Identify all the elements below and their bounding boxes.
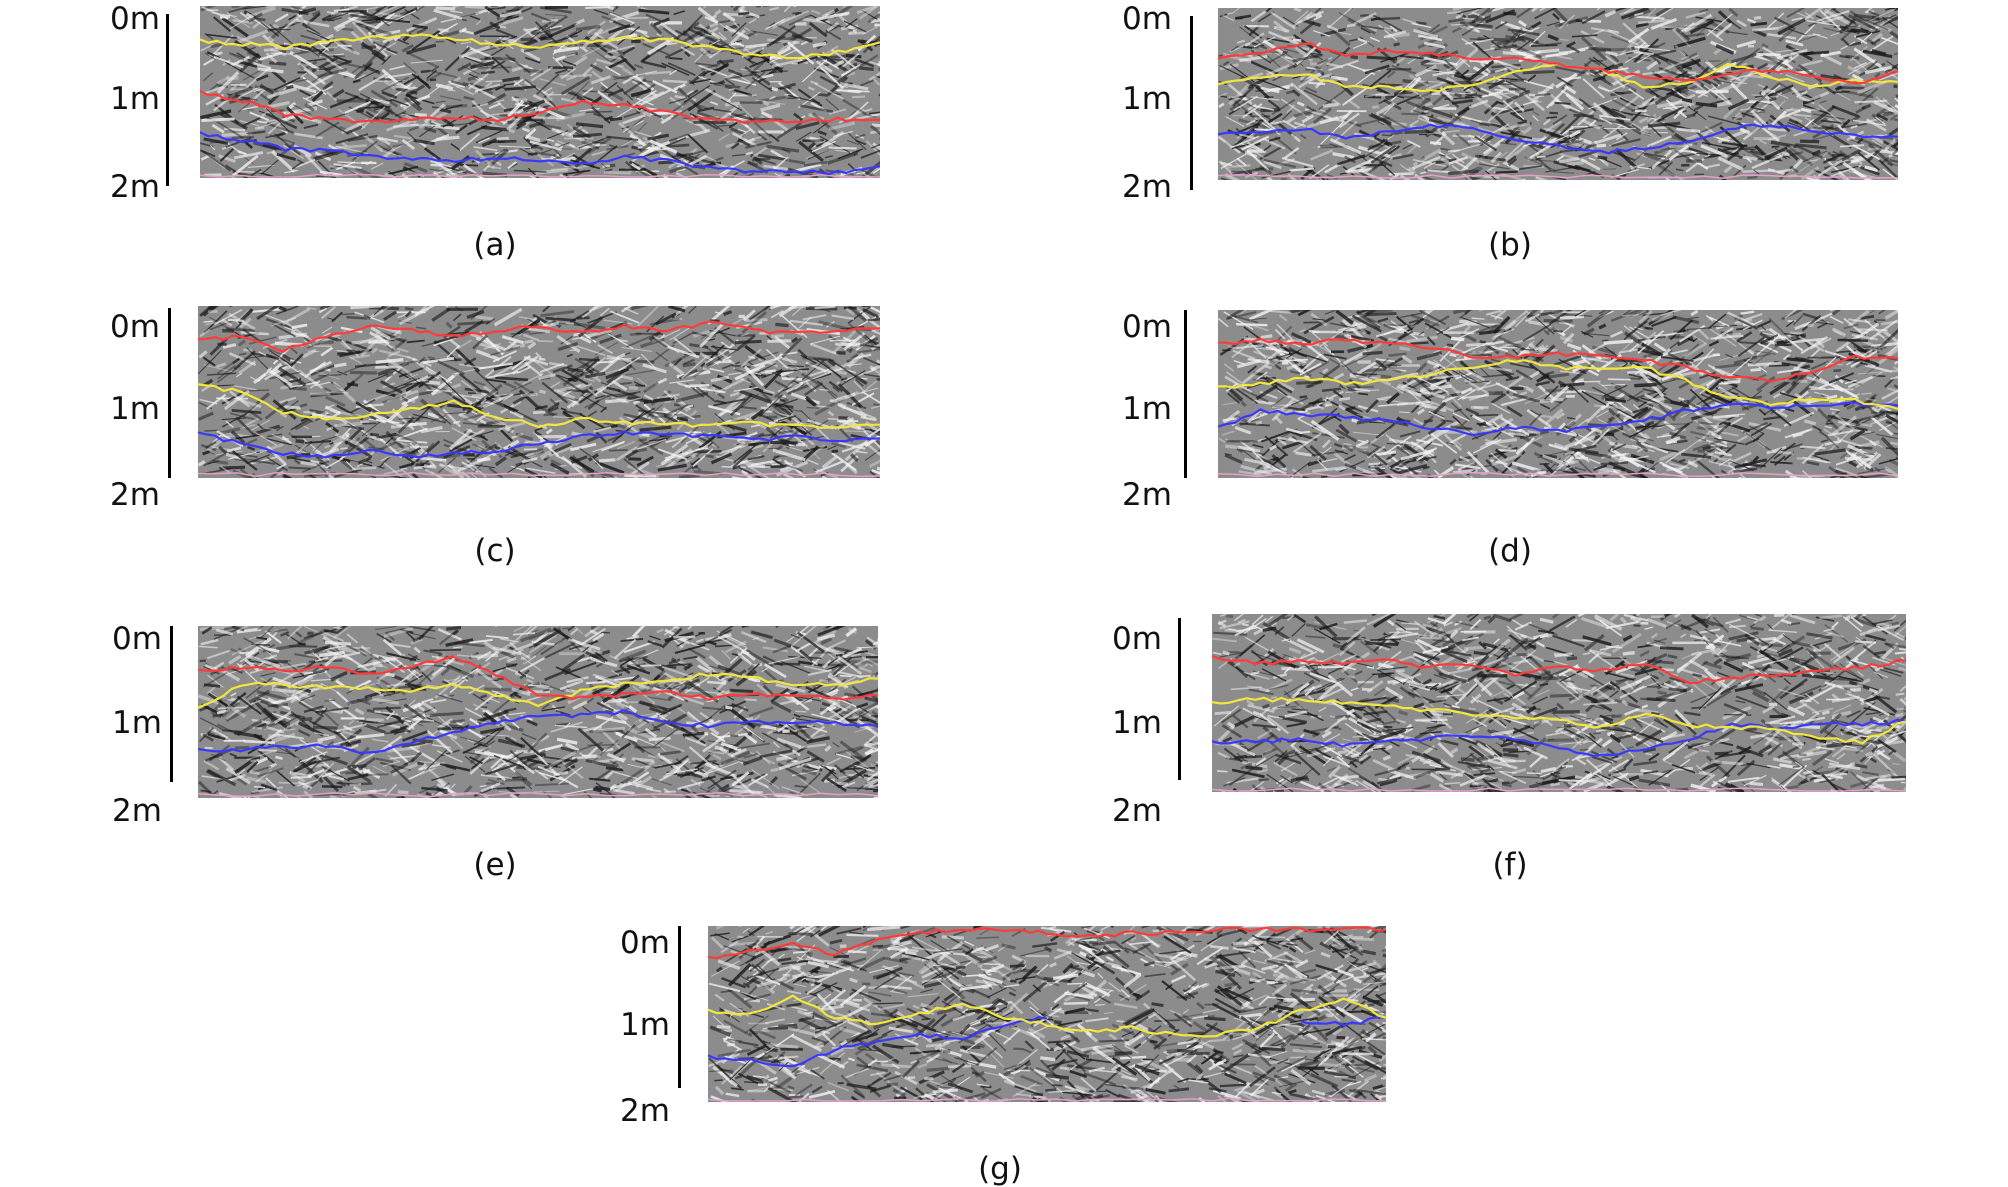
depth-label-1m: 1m — [110, 391, 160, 427]
depth-label-0m: 0m — [110, 309, 160, 345]
horizon-layer-4 — [1212, 787, 1906, 792]
depth-label-1m: 1m — [110, 81, 160, 117]
depth-label-0m: 0m — [1122, 1, 1172, 37]
depth-label-0m: 0m — [620, 925, 670, 961]
depth-label-2m: 2m — [1122, 477, 1172, 513]
depth-label-2m: 2m — [110, 477, 160, 513]
panel-caption: (e) — [473, 847, 517, 883]
radargram-image-a — [200, 6, 880, 178]
depth-label-0m: 0m — [110, 1, 160, 37]
depth-scale-bar — [168, 308, 171, 478]
depth-scale-bar — [1190, 16, 1193, 190]
radargram-image-g — [708, 926, 1386, 1102]
horizon-layer-3 — [198, 430, 880, 459]
depth-label-1m: 1m — [1112, 705, 1162, 741]
horizon-layer-3 — [1218, 401, 1898, 437]
depth-scale-bar — [1184, 310, 1187, 478]
depth-label-2m: 2m — [112, 793, 162, 829]
horizon-layer-4 — [1218, 471, 1898, 478]
horizon-layer-4 — [200, 173, 880, 178]
horizon-layer-3 — [198, 709, 878, 755]
depth-label-2m: 2m — [620, 1093, 670, 1129]
radargram-texture — [1212, 614, 1906, 792]
depth-label-2m: 2m — [1122, 169, 1172, 205]
panel-caption: (d) — [1488, 533, 1532, 569]
depth-label-2m: 2m — [1112, 793, 1162, 829]
horizon-layer-1 — [708, 926, 1386, 960]
horizon-layer-4 — [708, 1097, 1386, 1102]
horizon-layer-1 — [1212, 654, 1906, 685]
depth-label-1m: 1m — [112, 705, 162, 741]
radargram-image-f — [1212, 614, 1906, 792]
horizon-layer-1 — [198, 655, 878, 702]
panel-caption: (b) — [1488, 227, 1532, 263]
horizon-layer-4 — [198, 791, 878, 798]
depth-label-0m: 0m — [112, 621, 162, 657]
panel-caption: (a) — [473, 227, 517, 263]
depth-label-0m: 0m — [1112, 621, 1162, 657]
radargram-texture — [1218, 8, 1898, 180]
panel-caption: (g) — [978, 1151, 1022, 1187]
depth-label-1m: 1m — [1122, 391, 1172, 427]
horizon-layer-3 — [1218, 123, 1898, 155]
depth-scale-bar — [678, 926, 681, 1088]
horizon-layer-2 — [1218, 359, 1898, 410]
horizon-layer-3 — [1212, 718, 1906, 758]
horizon-layer-2 — [198, 383, 880, 429]
horizon-layer-3 — [200, 131, 880, 176]
radargram-image-d — [1218, 310, 1898, 478]
panel-caption: (f) — [1492, 847, 1528, 883]
depth-label-1m: 1m — [620, 1007, 670, 1043]
horizon-layer-2 — [198, 672, 878, 709]
radargram-texture — [198, 306, 880, 478]
horizon-layer-1 — [198, 320, 880, 353]
radargram-image-e — [198, 626, 878, 798]
panel-caption: (c) — [474, 533, 516, 569]
horizon-layer-3 — [708, 1016, 1386, 1068]
horizon-layer-1 — [200, 90, 880, 124]
depth-scale-bar — [1178, 618, 1181, 780]
depth-label-0m: 0m — [1122, 309, 1172, 345]
horizon-layer-1 — [1218, 42, 1898, 85]
horizon-layer-4 — [198, 471, 880, 478]
depth-scale-bar — [166, 14, 169, 186]
radargram-image-c — [198, 306, 880, 478]
depth-label-1m: 1m — [1122, 81, 1172, 117]
horizon-layer-2 — [708, 994, 1386, 1038]
depth-scale-bar — [170, 626, 173, 782]
radargram-image-b — [1218, 8, 1898, 180]
horizon-layer-4 — [1218, 174, 1898, 180]
depth-label-2m: 2m — [110, 169, 160, 205]
horizon-layer-2 — [1212, 696, 1906, 745]
horizon-layer-2 — [200, 33, 880, 60]
horizon-layer-1 — [1218, 337, 1898, 383]
